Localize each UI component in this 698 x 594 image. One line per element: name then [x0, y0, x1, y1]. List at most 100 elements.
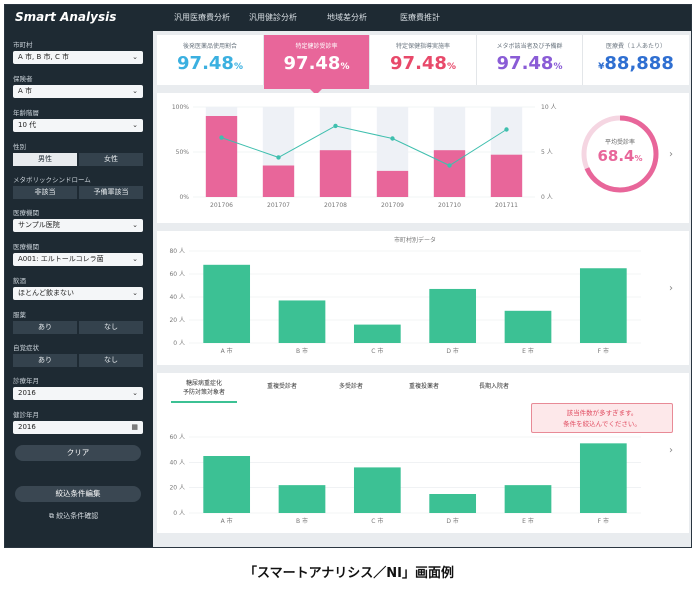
filter-confirm-icon: ⧉ — [49, 512, 57, 520]
medication-no-option[interactable]: なし — [79, 321, 143, 334]
subjective-symptom-label: 自覚症状 — [13, 344, 39, 352]
bar — [319, 150, 352, 197]
next-arrow-icon[interactable]: › — [669, 445, 673, 456]
next-arrow-icon[interactable]: › — [669, 149, 673, 160]
calendar-icon[interactable]: ▦ — [131, 423, 138, 431]
tab-regional-analysis[interactable]: 地域差分析 — [327, 13, 367, 22]
next-arrow-icon[interactable]: › — [669, 283, 673, 294]
tab-duplicate-visits[interactable]: 重複受診者 — [267, 383, 298, 390]
disease-value: A001: エルトールコレラ菌 — [18, 255, 104, 263]
sex-label: 性別 — [13, 143, 26, 151]
x-tick-label: D 市 — [446, 347, 459, 355]
facility-label: 医療機関 — [13, 209, 39, 217]
kpi-title: 医療費（１人あたり） — [605, 43, 666, 50]
clear-button[interactable]: クリア — [15, 445, 141, 461]
tab-general-medical-cost[interactable]: 汎用医療費分析 — [174, 13, 230, 22]
checkup-year-label: 健診年月 — [13, 411, 39, 419]
sex-female-option[interactable]: 女性 — [79, 153, 143, 166]
kpi-card-medical-cost[interactable]: 医療費（１人あたり） ¥88,888 — [583, 35, 689, 85]
app-logo: Smart Analysis — [15, 10, 117, 24]
kpi-row: 後発医薬品使用割合 97.48% 特定健診受診率 97.48% 特定保健指導実施… — [157, 35, 689, 95]
top-bar: Smart Analysis 汎用医療費分析 汎用健診分析 地域差分析 医療費推… — [5, 5, 691, 31]
gauge-number: 68.4 — [597, 147, 635, 165]
kpi-title: 特定健診受診率 — [295, 43, 338, 50]
medication-yes-option[interactable]: あり — [13, 321, 77, 334]
kpi-value: ¥88,888 — [583, 53, 689, 74]
x-tick-label: 201711 — [495, 202, 518, 209]
metabo-label: メタボリックシンドローム — [13, 176, 91, 184]
y-right-tick-label: 10 人 — [541, 104, 557, 111]
symptom-yes-option[interactable]: あり — [13, 354, 77, 367]
y-left-tick-label: 0% — [179, 194, 189, 201]
drinking-select[interactable]: ほとんど飲まない ⌄ — [13, 287, 143, 300]
x-tick-label: 201710 — [438, 202, 461, 209]
age-select[interactable]: 10 代 ⌄ — [13, 119, 143, 132]
x-tick-label: 201709 — [381, 202, 404, 209]
x-tick-label: C 市 — [371, 517, 383, 525]
age-label: 年齢階層 — [13, 109, 39, 117]
municipality-panel: 市町村別データ 80 人 60 人 40 人 20 人 0 人 A 市 B 市 C 市 D 市 E … — [157, 231, 689, 365]
metabo-toggle: 非該当 予備軍該当 — [13, 186, 143, 199]
metabo-not-applicable-option[interactable]: 非該当 — [13, 186, 77, 199]
edit-filter-button[interactable]: 絞込条件編集 — [15, 486, 141, 502]
chevron-down-icon: ⌄ — [132, 53, 138, 61]
y-tick-label: 40 人 — [169, 294, 185, 301]
kpi-card-checkup-rate[interactable]: 特定健診受診率 97.48% — [264, 35, 370, 95]
target-panel: 糖尿病重症化 予防対策対象者 重複受診者 多受診者 重複投薬者 長期入院者 該当… — [157, 373, 689, 533]
municipality-select[interactable]: A 市, B 市, C 市 ⌄ — [13, 51, 143, 64]
y-tick-label: 20 人 — [169, 317, 185, 324]
tab-diabetes-target[interactable]: 糖尿病重症化 予防対策対象者 — [182, 380, 225, 396]
checkup-year-input[interactable]: 2016 ▦ — [13, 421, 143, 434]
gauge-unit: % — [634, 154, 643, 163]
kpi-title: 後発医薬品使用割合 — [182, 43, 237, 50]
subjective-symptom-toggle: あり なし — [13, 354, 143, 367]
tab-medical-cost-estimate[interactable]: 医療費推計 — [400, 13, 440, 22]
bar — [490, 154, 523, 197]
facility-select[interactable]: サンプル医院 ⌄ — [13, 219, 143, 232]
disease-select[interactable]: A001: エルトールコレラ菌 ⌄ — [13, 253, 143, 266]
tab-long-hospitalization[interactable]: 長期入院者 — [479, 383, 510, 390]
chevron-down-icon: ⌄ — [132, 221, 138, 229]
tab-general-checkup[interactable]: 汎用健診分析 — [249, 13, 297, 22]
metabo-reserve-option[interactable]: 予備軍該当 — [79, 186, 143, 199]
x-tick-label: E 市 — [522, 347, 534, 355]
kpi-title: 特定保健指導実施率 — [395, 43, 450, 50]
kpi-number: 97.48 — [496, 53, 554, 74]
kpi-card-generic-drug[interactable]: 後発医薬品使用割合 97.48% — [157, 35, 264, 85]
bar — [203, 456, 251, 513]
series-line — [221, 125, 507, 167]
x-tick-label: F 市 — [598, 347, 609, 355]
line-point — [333, 123, 338, 129]
facility-value: サンプル医院 — [18, 221, 60, 229]
symptom-no-option[interactable]: なし — [79, 354, 143, 367]
kpi-number: 97.48 — [283, 53, 341, 74]
bar — [262, 165, 295, 197]
y-left-tick-label: 100% — [172, 104, 189, 111]
bar — [278, 300, 326, 343]
kpi-unit: % — [340, 62, 350, 72]
kpi-card-guidance-rate[interactable]: 特定保健指導実施率 97.48% — [370, 35, 477, 85]
y-right-tick-label: 0 人 — [541, 194, 553, 201]
figure-caption: 「スマートアナリシス／NI」画面例 — [243, 566, 455, 581]
warning-line-2: 条件を絞込んでください。 — [563, 420, 641, 428]
kpi-number: 88,888 — [604, 53, 674, 74]
insurer-select[interactable]: A 市 ⌄ — [13, 85, 143, 98]
medication-label: 服薬 — [13, 311, 26, 319]
bar — [429, 288, 477, 343]
tab-frequent-visits[interactable]: 多受診者 — [339, 383, 364, 390]
kpi-card-metabo[interactable]: メタボ該当者及び予備群 97.48% — [477, 35, 583, 85]
line-point — [276, 155, 281, 160]
gauge-value: 68.4% — [577, 147, 663, 165]
x-tick-label: B 市 — [296, 347, 308, 355]
municipality-label: 市町村 — [13, 41, 33, 49]
filter-sidebar: 市町村 A 市, B 市, C 市 ⌄ 保険者 A 市 ⌄ 年齢階層 10 代 ⌄ 性… — [5, 31, 153, 547]
age-value: 10 代 — [18, 121, 37, 129]
y-tick-label: 40 人 — [169, 459, 185, 466]
exam-year-select[interactable]: 2016 ⌄ — [13, 387, 143, 400]
tab-duplicate-prescription[interactable]: 重複投薬者 — [409, 383, 440, 390]
bar — [203, 264, 251, 343]
drinking-value: ほとんど飲まない — [18, 289, 74, 297]
disease-label: 医療機関 — [13, 243, 39, 251]
confirm-filter-link[interactable]: ⧉ 絞込条件確認 — [49, 511, 98, 521]
sex-male-option[interactable]: 男性 — [13, 153, 77, 166]
